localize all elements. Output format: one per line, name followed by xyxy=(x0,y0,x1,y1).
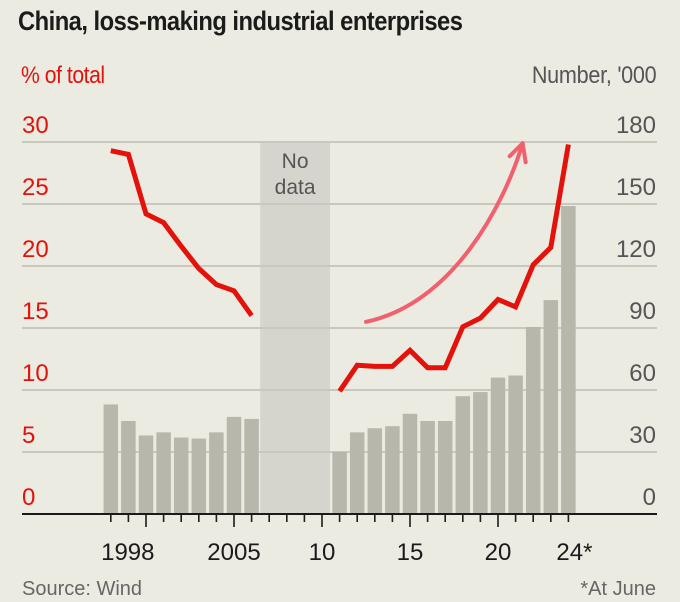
bar-2002 xyxy=(173,437,189,514)
bar-2015 xyxy=(402,413,418,514)
no-data-label-line2: data xyxy=(275,176,316,199)
bar-2004 xyxy=(209,432,224,514)
bar-2021 xyxy=(508,375,523,514)
x-tick-label: 24* xyxy=(556,539,592,566)
left-tick-label: 5 xyxy=(22,422,35,449)
left-tick-label: 15 xyxy=(22,298,49,325)
bar-2018 xyxy=(455,396,471,514)
x-axis: 1998 2005 10 15 20 24* xyxy=(22,513,657,566)
right-tick-label: 60 xyxy=(629,360,656,387)
bar-1998 xyxy=(103,404,119,514)
bar-2012 xyxy=(349,432,365,514)
right-tick-label: 90 xyxy=(629,298,656,325)
trend-arrow-head xyxy=(507,141,528,165)
left-tick-label: 25 xyxy=(22,174,49,201)
bar-2017 xyxy=(437,421,453,514)
bar-2024 xyxy=(561,206,576,515)
right-tick-label: 120 xyxy=(616,236,656,263)
bar-1999 xyxy=(121,421,136,514)
bar-2014 xyxy=(385,426,400,514)
bar-2019 xyxy=(473,392,488,514)
left-tick-label: 30 xyxy=(22,112,49,139)
trend-arrow-shaft xyxy=(364,141,525,324)
bar-2022 xyxy=(525,326,541,514)
x-tick-label: 15 xyxy=(397,539,424,566)
right-axis-label: Number, '000 xyxy=(531,62,656,89)
bar-2020 xyxy=(490,377,506,514)
chart-title: China, loss-making industrial enterprise… xyxy=(18,6,463,36)
bar-2016 xyxy=(420,421,435,514)
bar-2003 xyxy=(191,438,207,514)
bar-series xyxy=(103,206,576,515)
bar-2000 xyxy=(138,435,154,514)
tick-labels: 0 5 10 15 20 25 30 0 30 60 90 120 150 180 xyxy=(22,112,656,511)
left-tick-label: 20 xyxy=(22,236,49,263)
no-data-label-line1: No xyxy=(282,150,309,173)
left-tick-label: 10 xyxy=(22,360,49,387)
x-tick-label: 1998 xyxy=(101,539,154,566)
trend-arrow xyxy=(364,141,528,324)
bar-2005 xyxy=(226,416,242,514)
bar-2001 xyxy=(156,432,171,514)
source-note: Source: Wind xyxy=(22,578,143,600)
line-series xyxy=(110,144,571,393)
bar-2023 xyxy=(543,300,559,514)
right-tick-label: 0 xyxy=(643,484,656,511)
left-tick-label: 0 xyxy=(22,484,35,511)
right-tick-label: 180 xyxy=(616,112,656,139)
share-line-segment-1 xyxy=(110,148,254,318)
x-tick-label: 20 xyxy=(485,539,512,566)
left-axis-label: % of total xyxy=(21,62,105,89)
footnote: *At June xyxy=(580,578,656,600)
share-line-segment-2 xyxy=(337,144,571,393)
bar-2011 xyxy=(332,452,347,514)
x-tick-label: 2005 xyxy=(207,539,260,566)
bar-2013 xyxy=(367,428,383,514)
right-tick-label: 30 xyxy=(629,422,656,449)
right-tick-label: 150 xyxy=(616,174,656,201)
x-tick-label: 10 xyxy=(309,539,336,566)
bar-2006 xyxy=(244,418,259,514)
